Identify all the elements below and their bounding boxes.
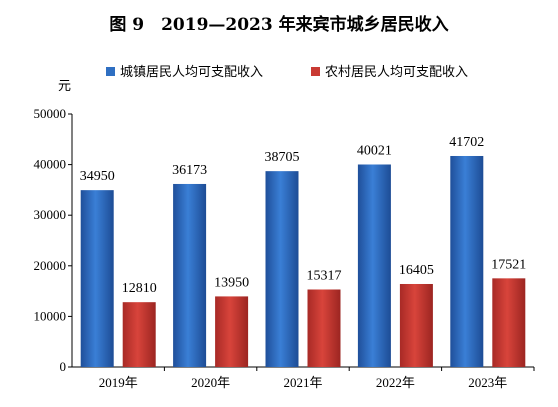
x-tick-label: 2021年 xyxy=(283,375,322,390)
bar-urban xyxy=(450,155,484,367)
data-label: 34950 xyxy=(80,169,115,184)
legend: 城镇居民人均可支配收入 农村居民人均可支配收入 xyxy=(106,65,468,80)
legend-swatch xyxy=(311,67,320,76)
data-label: 40021 xyxy=(357,143,392,158)
y-tick-label: 40000 xyxy=(34,157,67,172)
x-tick-label: 2022年 xyxy=(376,375,415,390)
bars xyxy=(80,155,526,367)
y-tick-label: 10000 xyxy=(34,308,67,323)
data-label: 16405 xyxy=(399,263,434,278)
y-tick-label: 0 xyxy=(60,359,67,374)
data-label: 13950 xyxy=(214,275,249,290)
legend-label: 城镇居民人均可支配收入 xyxy=(120,65,263,80)
axes: 0 10000 20000 30000 40000 50000 2019年 2020年 2021… xyxy=(34,106,535,390)
bar-rural xyxy=(399,283,433,367)
data-label: 38705 xyxy=(265,150,300,165)
bar-rural xyxy=(215,296,249,367)
y-tick-label: 20000 xyxy=(34,258,67,273)
y-tick-label: 50000 xyxy=(34,106,67,121)
chart-title: 图 9 2019—2023 年来宾市城乡居民收入 xyxy=(109,14,448,35)
y-axis-unit-label: 元 xyxy=(58,79,71,94)
x-tick-label: 2019年 xyxy=(99,375,138,390)
legend-swatch xyxy=(106,67,115,76)
data-label: 36173 xyxy=(172,163,207,178)
bar-rural xyxy=(492,278,526,367)
bar-rural xyxy=(122,302,156,367)
bar-urban xyxy=(173,183,207,367)
data-label: 12810 xyxy=(122,281,157,296)
data-label: 17521 xyxy=(491,257,526,272)
x-tick-label: 2023年 xyxy=(468,375,507,390)
bar-urban xyxy=(80,190,114,367)
data-label: 15317 xyxy=(307,268,342,283)
value-labels: 34950 12810 36173 13950 38705 15317 40021 16405… xyxy=(80,135,527,296)
data-label: 41702 xyxy=(449,135,484,150)
y-tick-label: 30000 xyxy=(34,207,67,222)
x-tick-label: 2020年 xyxy=(191,375,230,390)
legend-label: 农村居民人均可支配收入 xyxy=(325,65,468,80)
bar-rural xyxy=(307,289,341,367)
bar-urban xyxy=(357,164,391,367)
bar-urban xyxy=(265,171,299,367)
